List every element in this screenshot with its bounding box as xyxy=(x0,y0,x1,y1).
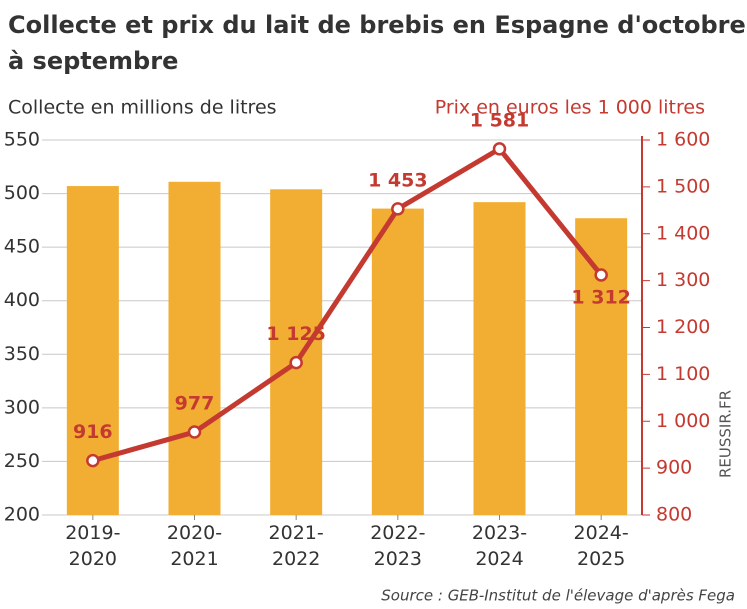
point xyxy=(391,202,405,216)
x-tick-label: 2024-2025 xyxy=(574,522,629,570)
x-tick-label: 2021-2022 xyxy=(269,522,324,570)
y2-axis-title: Prix en euros les 1 000 litres xyxy=(435,97,705,119)
data-label: 977 xyxy=(175,393,215,415)
y-tick-label: 450 xyxy=(4,236,40,258)
data-label: 916 xyxy=(73,421,113,443)
source: Source : GEB-Institut de l'élevage d'apr… xyxy=(381,587,735,605)
y-axis-title: Collecte en millions de litres xyxy=(8,97,277,119)
y2-tick-label: 1 200 xyxy=(656,316,710,338)
bar xyxy=(575,218,628,515)
data-label: 1 581 xyxy=(470,109,530,131)
x-tick-label: 2019-2020 xyxy=(65,522,120,570)
y-tick-label: 300 xyxy=(4,396,40,418)
data-label: 1 453 xyxy=(368,169,428,191)
y-tick-label: 550 xyxy=(4,129,40,151)
y-tick-label: 500 xyxy=(4,182,40,204)
y2-tick-label: 1 500 xyxy=(656,175,710,197)
bar xyxy=(371,208,424,516)
y2-tick-label: 1 400 xyxy=(656,222,710,244)
watermark: REUSSIR.FR xyxy=(717,390,735,478)
grid xyxy=(42,139,642,516)
y2-tick-label: 1 100 xyxy=(656,363,710,385)
point xyxy=(594,268,608,282)
line xyxy=(92,146,604,464)
point xyxy=(492,142,507,156)
y-tick-label: 200 xyxy=(4,504,40,526)
y-tick-label: 350 xyxy=(4,343,40,365)
y2-tick-label: 1 000 xyxy=(656,410,710,432)
data-label: 1 125 xyxy=(266,323,326,345)
y2-tick-label: 1 300 xyxy=(656,269,710,291)
x-tick-label: 2020-2021 xyxy=(167,522,222,570)
x-tick-label: 2022-2023 xyxy=(370,522,425,570)
chart-title: Collecte et prix du lait de brebis en Es… xyxy=(8,11,747,75)
bar xyxy=(270,189,323,516)
y2-tick-label: 800 xyxy=(656,504,692,526)
y-tick-label: 250 xyxy=(4,450,40,472)
data-label: 1 312 xyxy=(571,287,631,309)
point xyxy=(187,425,202,439)
point xyxy=(86,453,100,468)
bar xyxy=(473,202,526,515)
x-tick-label: 2023-2024 xyxy=(472,522,527,570)
y2-tick-label: 1 600 xyxy=(656,129,710,151)
y2-tick-label: 900 xyxy=(656,457,692,479)
y-tick-label: 400 xyxy=(4,289,40,311)
bar xyxy=(168,181,221,516)
point xyxy=(289,355,303,370)
